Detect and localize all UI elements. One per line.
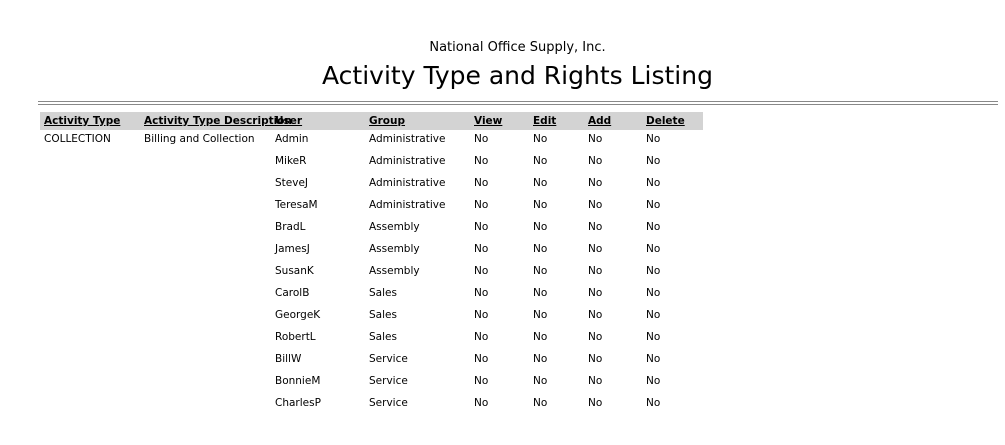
- cell: No: [588, 309, 603, 321]
- cell: No: [646, 375, 661, 387]
- rule: [38, 101, 998, 102]
- cell: RobertL: [275, 331, 316, 343]
- cell: Administrative: [369, 155, 446, 167]
- cell: No: [646, 133, 661, 145]
- column-header: View: [474, 115, 503, 127]
- cell: No: [646, 199, 661, 211]
- cell: No: [533, 287, 548, 299]
- report-title: Activity Type and Rights Listing: [322, 61, 713, 90]
- cell: Assembly: [369, 243, 420, 255]
- column-header: Delete: [646, 115, 685, 127]
- header-row: [40, 112, 703, 130]
- cell: No: [474, 375, 489, 387]
- cell: No: [588, 397, 603, 409]
- cell: No: [533, 133, 548, 145]
- cell: No: [533, 265, 548, 277]
- cell: No: [474, 199, 489, 211]
- cell: No: [474, 353, 489, 365]
- cell: No: [588, 375, 603, 387]
- cell: No: [646, 397, 661, 409]
- column-header: Activity Type Description: [144, 115, 292, 127]
- cell: No: [588, 199, 603, 211]
- cell: Service: [369, 375, 408, 387]
- cell: Sales: [369, 287, 397, 299]
- cell: No: [646, 155, 661, 167]
- cell: BonnieM: [275, 375, 321, 387]
- cell: GeorgeK: [275, 309, 321, 321]
- cell: No: [588, 177, 603, 189]
- cell: No: [588, 243, 603, 255]
- cell: No: [533, 309, 548, 321]
- cell: JamesJ: [275, 243, 310, 255]
- cell: Admin: [275, 133, 309, 145]
- cell: No: [533, 353, 548, 365]
- column-header: Activity Type: [44, 115, 121, 127]
- cell: SteveJ: [275, 177, 309, 189]
- cell: No: [646, 353, 661, 365]
- cell: No: [646, 221, 661, 233]
- cell: No: [646, 265, 661, 277]
- cell: MikeR: [275, 155, 307, 167]
- cell: Sales: [369, 309, 397, 321]
- cell: Service: [369, 397, 408, 409]
- column-header: Group: [369, 115, 406, 127]
- cell: No: [474, 331, 489, 343]
- column-header: Add: [588, 115, 612, 127]
- cell: No: [533, 199, 548, 211]
- cell: No: [588, 221, 603, 233]
- cell: SusanK: [275, 265, 314, 277]
- cell: Service: [369, 353, 408, 365]
- cell: No: [533, 397, 548, 409]
- cell: BradL: [275, 221, 306, 233]
- cell: BillW: [275, 353, 302, 365]
- cell: No: [474, 133, 489, 145]
- column-header: User: [275, 115, 303, 127]
- cell: No: [474, 155, 489, 167]
- cell: No: [646, 243, 661, 255]
- cell: No: [588, 331, 603, 343]
- cell: CharlesP: [275, 397, 321, 409]
- cell: TeresaM: [275, 199, 318, 211]
- cell: No: [533, 155, 548, 167]
- cell: No: [646, 287, 661, 299]
- cell: No: [646, 309, 661, 321]
- cell: Sales: [369, 331, 397, 343]
- cell: No: [474, 265, 489, 277]
- cell: No: [533, 221, 548, 233]
- activity-description: Billing and Collection: [144, 133, 255, 145]
- cell: No: [588, 155, 603, 167]
- cell: Administrative: [369, 177, 446, 189]
- cell: No: [533, 177, 548, 189]
- cell: No: [588, 353, 603, 365]
- cell: No: [588, 133, 603, 145]
- column-header: Edit: [533, 115, 557, 127]
- cell: No: [474, 221, 489, 233]
- cell: No: [588, 265, 603, 277]
- cell: No: [533, 331, 548, 343]
- cell: Administrative: [369, 133, 446, 145]
- cell: No: [474, 309, 489, 321]
- company-name: National Office Supply, Inc.: [429, 40, 606, 55]
- activity-type: COLLECTION: [44, 133, 111, 145]
- cell: No: [588, 287, 603, 299]
- cell: CarolB: [275, 287, 310, 299]
- cell: No: [474, 287, 489, 299]
- cell: No: [646, 331, 661, 343]
- cell: No: [474, 397, 489, 409]
- cell: Administrative: [369, 199, 446, 211]
- cell: No: [474, 243, 489, 255]
- cell: Assembly: [369, 265, 420, 277]
- rule: [38, 104, 998, 105]
- cell: No: [474, 177, 489, 189]
- cell: No: [533, 375, 548, 387]
- cell: Assembly: [369, 221, 420, 233]
- cell: No: [646, 177, 661, 189]
- cell: No: [533, 243, 548, 255]
